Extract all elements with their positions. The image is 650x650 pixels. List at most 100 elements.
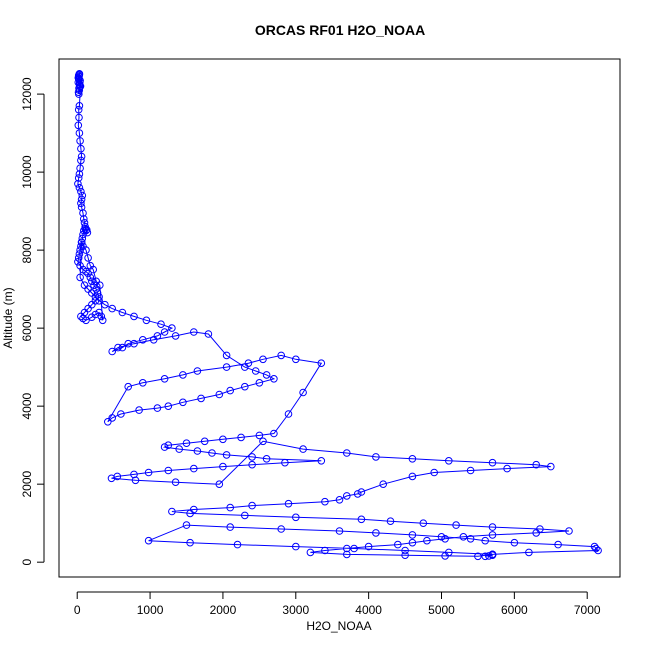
- data-point: [386, 517, 395, 526]
- data-point: [219, 435, 227, 444]
- data-point: [292, 355, 300, 364]
- data-point: [248, 453, 256, 461]
- data-point: [222, 451, 231, 459]
- data-point: [532, 460, 541, 469]
- data-point: [75, 90, 83, 98]
- data-point: [503, 464, 511, 473]
- data-point: [88, 277, 96, 286]
- data-point: [353, 490, 362, 498]
- y-tick-label: 8000: [20, 236, 34, 263]
- x-tick-label: 3000: [282, 603, 309, 617]
- data-point: [144, 536, 153, 545]
- data-point: [84, 254, 92, 262]
- data-point: [79, 209, 87, 217]
- data-point: [90, 281, 98, 290]
- data-point: [241, 511, 249, 520]
- data-point: [292, 513, 300, 522]
- data-point: [430, 468, 439, 477]
- data-point: [80, 219, 89, 227]
- data-point: [75, 75, 83, 84]
- y-tick-label: 2000: [20, 470, 34, 497]
- data-point: [233, 540, 242, 549]
- data-point: [130, 339, 138, 348]
- data-point: [423, 536, 431, 545]
- data-point: [215, 390, 224, 399]
- data-point: [77, 312, 85, 321]
- data-point: [179, 398, 187, 407]
- data-point: [488, 523, 497, 531]
- data-point: [317, 457, 326, 465]
- data-point: [164, 402, 173, 411]
- data-point: [488, 458, 497, 467]
- data-point: [182, 439, 191, 448]
- data-point: [466, 466, 475, 475]
- data-point: [74, 105, 83, 114]
- data-point: [335, 527, 344, 535]
- data-point: [277, 525, 286, 533]
- data-point: [244, 359, 253, 368]
- data-point: [554, 540, 562, 549]
- data-point: [82, 226, 91, 234]
- data-point: [130, 312, 138, 321]
- data-point: [77, 152, 86, 161]
- data-point: [343, 544, 351, 553]
- data-point: [262, 455, 271, 463]
- data-point: [79, 242, 87, 250]
- x-tick-label: 2000: [210, 603, 237, 617]
- data-point: [299, 388, 307, 397]
- data-point: [459, 533, 468, 541]
- data-point: [525, 548, 533, 557]
- data-point: [357, 515, 366, 524]
- data-point: [292, 542, 300, 551]
- x-axis: 0 1000 2000 3000 4000 5000 6000 7000: [74, 591, 601, 617]
- data-point: [350, 544, 358, 553]
- data-point: [135, 406, 143, 414]
- y-axis: 0 2000 4000 6000 8000 10000 12000: [20, 77, 45, 566]
- data-point: [75, 250, 84, 258]
- data-point: [237, 433, 245, 442]
- series-lines: [77, 71, 600, 557]
- data-point: [153, 404, 162, 412]
- data-point: [317, 359, 326, 368]
- data-point: [343, 449, 351, 457]
- x-tick-label: 1000: [137, 603, 164, 617]
- data-point: [419, 519, 428, 528]
- data-point: [108, 414, 116, 422]
- data-point: [281, 458, 289, 467]
- data-point: [160, 443, 169, 451]
- data-point: [76, 82, 85, 91]
- data-point: [118, 343, 127, 352]
- data-point: [510, 538, 519, 547]
- data-point: [401, 551, 409, 560]
- data-point: [226, 386, 234, 395]
- data-point: [74, 121, 83, 130]
- data-point: [222, 363, 231, 371]
- data-point: [379, 480, 388, 489]
- data-point: [437, 533, 446, 541]
- x-tick-label: 6000: [501, 603, 528, 617]
- data-point: [124, 382, 132, 391]
- data-point: [80, 215, 88, 223]
- data-point: [259, 437, 267, 446]
- data-point: [164, 441, 173, 450]
- data-point: [75, 129, 84, 137]
- data-point: [270, 429, 278, 438]
- data-point: [75, 113, 83, 122]
- data-point: [77, 238, 86, 247]
- data-point: [262, 371, 271, 379]
- data-point: [92, 277, 100, 286]
- y-tick-label: 0: [20, 559, 34, 566]
- data-point: [108, 304, 116, 313]
- data-point: [547, 462, 555, 471]
- data-point: [131, 476, 140, 485]
- data-point: [255, 431, 264, 440]
- x-tick-label: 5000: [428, 603, 455, 617]
- data-point: [592, 544, 600, 553]
- data-point: [160, 328, 169, 336]
- data-point: [75, 170, 84, 178]
- data-point: [186, 509, 194, 518]
- data-point: [182, 521, 191, 529]
- data-point: [78, 234, 87, 243]
- data-point: [171, 332, 180, 340]
